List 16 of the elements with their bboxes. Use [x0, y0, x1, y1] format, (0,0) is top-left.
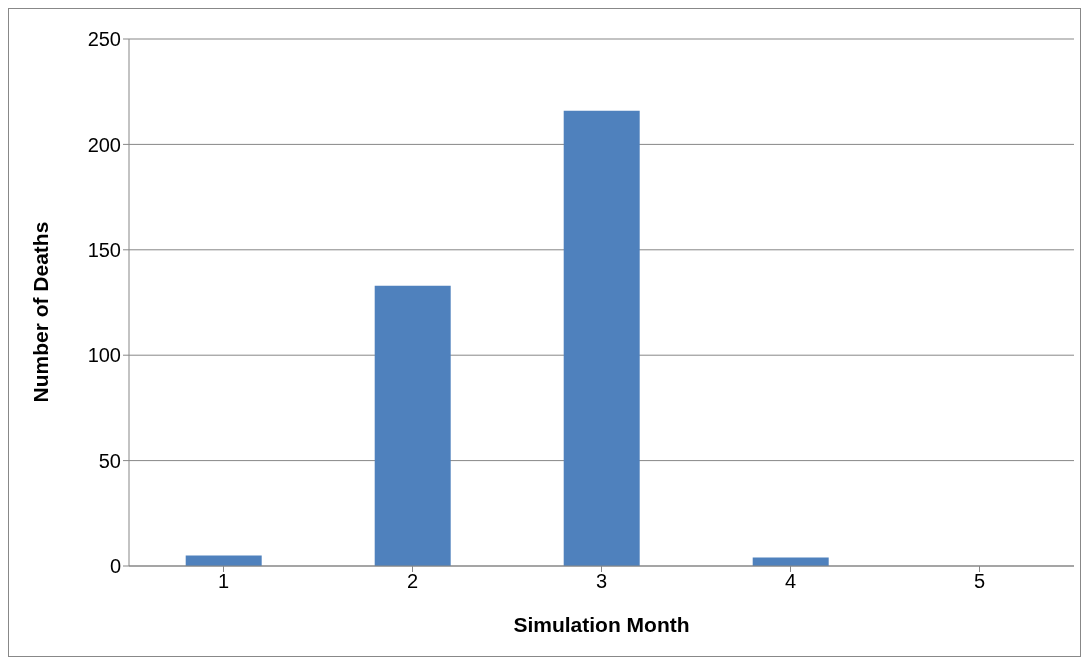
x-axis-title: Simulation Month	[513, 613, 690, 636]
y-tick-label: 150	[87, 238, 121, 261]
y-tick-label: 250	[87, 28, 121, 51]
bar	[374, 285, 451, 566]
y-tick-label: 200	[87, 133, 121, 156]
bar	[563, 110, 640, 566]
x-tick-label: 1	[217, 570, 230, 593]
y-axis-title: Number of Deaths	[29, 221, 53, 403]
x-tick-label: 3	[595, 570, 608, 593]
y-tick-label: 50	[98, 449, 121, 472]
y-tick-label: 100	[87, 344, 121, 367]
x-tick-label: 2	[406, 570, 419, 593]
bar	[185, 555, 262, 566]
x-tick-label: 5	[973, 570, 986, 593]
x-tick-label: 4	[784, 570, 797, 593]
y-tick-label: 0	[109, 555, 121, 578]
